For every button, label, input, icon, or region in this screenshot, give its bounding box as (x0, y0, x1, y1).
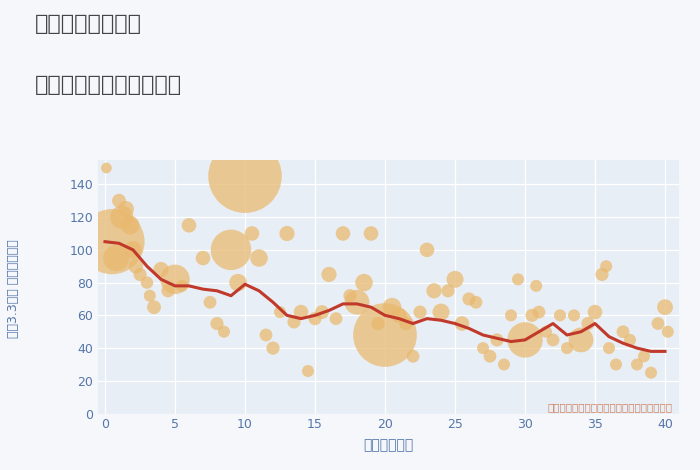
Point (568, 312, 580, 319)
Point (407, 352, 419, 360)
Point (197, 254, 209, 262)
Point (662, 328, 673, 336)
Text: 円の大きさは、取引のあった物件面積を示す: 円の大きさは、取引のあった物件面積を示す (547, 402, 672, 412)
Point (610, 360, 622, 368)
Text: 坪（3.3㎡） 単価（万円）: 坪（3.3㎡） 単価（万円） (8, 240, 20, 338)
Point (302, 367, 314, 375)
Point (601, 262, 612, 270)
Point (148, 304, 160, 311)
Point (365, 230, 377, 237)
Point (253, 254, 265, 262)
Point (106, 238, 118, 245)
Point (274, 308, 286, 316)
Point (526, 312, 538, 319)
Point (288, 318, 300, 326)
Point (533, 308, 545, 316)
Point (330, 315, 342, 322)
Point (113, 197, 125, 204)
Point (176, 282, 188, 290)
Point (281, 230, 293, 237)
Point (358, 279, 370, 286)
Point (575, 336, 587, 344)
Point (617, 328, 629, 336)
Point (491, 336, 503, 344)
Point (421, 246, 433, 254)
Point (337, 230, 349, 237)
Point (463, 295, 475, 303)
Point (218, 328, 230, 336)
Point (596, 271, 608, 278)
Point (111, 254, 122, 262)
Point (414, 308, 426, 316)
Point (477, 345, 489, 352)
Point (141, 279, 153, 286)
Point (582, 320, 594, 327)
Point (372, 320, 384, 327)
Point (316, 308, 328, 316)
Point (155, 266, 167, 273)
Point (169, 275, 181, 283)
Point (589, 308, 601, 316)
Point (547, 336, 559, 344)
Point (351, 298, 363, 306)
Point (652, 320, 664, 327)
Point (386, 304, 398, 311)
Point (659, 304, 671, 311)
Text: 築年数別中古戸建て価格: 築年数別中古戸建て価格 (35, 75, 182, 95)
Point (344, 292, 356, 299)
Point (638, 352, 650, 360)
Point (239, 172, 251, 180)
Point (130, 262, 141, 270)
Point (531, 282, 542, 290)
Point (624, 336, 636, 344)
Point (428, 287, 440, 295)
Point (127, 246, 139, 254)
Point (540, 328, 552, 336)
Point (498, 360, 510, 368)
Point (435, 308, 447, 316)
Point (120, 205, 132, 213)
Point (125, 221, 136, 229)
Point (554, 312, 566, 319)
Point (603, 345, 615, 352)
Point (442, 287, 454, 295)
Point (449, 275, 461, 283)
Point (204, 298, 216, 306)
Point (505, 312, 517, 319)
Point (631, 360, 643, 368)
Point (101, 164, 112, 172)
Point (323, 271, 335, 278)
Point (162, 287, 174, 295)
Point (116, 213, 127, 221)
Point (470, 298, 482, 306)
Point (260, 331, 272, 339)
Point (519, 336, 531, 344)
Point (232, 279, 244, 286)
Point (134, 271, 146, 278)
Point (246, 230, 258, 237)
Point (379, 331, 391, 339)
Point (295, 308, 307, 316)
Point (512, 275, 524, 283)
Point (144, 292, 155, 299)
Point (211, 320, 223, 327)
Text: 兵庫県出屋敷駅の: 兵庫県出屋敷駅の (35, 14, 142, 34)
Point (225, 246, 237, 254)
Point (645, 369, 657, 376)
Point (484, 352, 496, 360)
Point (267, 345, 279, 352)
Point (456, 320, 468, 327)
Point (183, 221, 195, 229)
Point (393, 312, 405, 319)
Point (561, 345, 573, 352)
Point (400, 320, 412, 327)
X-axis label: 築年数（年）: 築年数（年） (363, 439, 414, 453)
Point (309, 315, 321, 322)
